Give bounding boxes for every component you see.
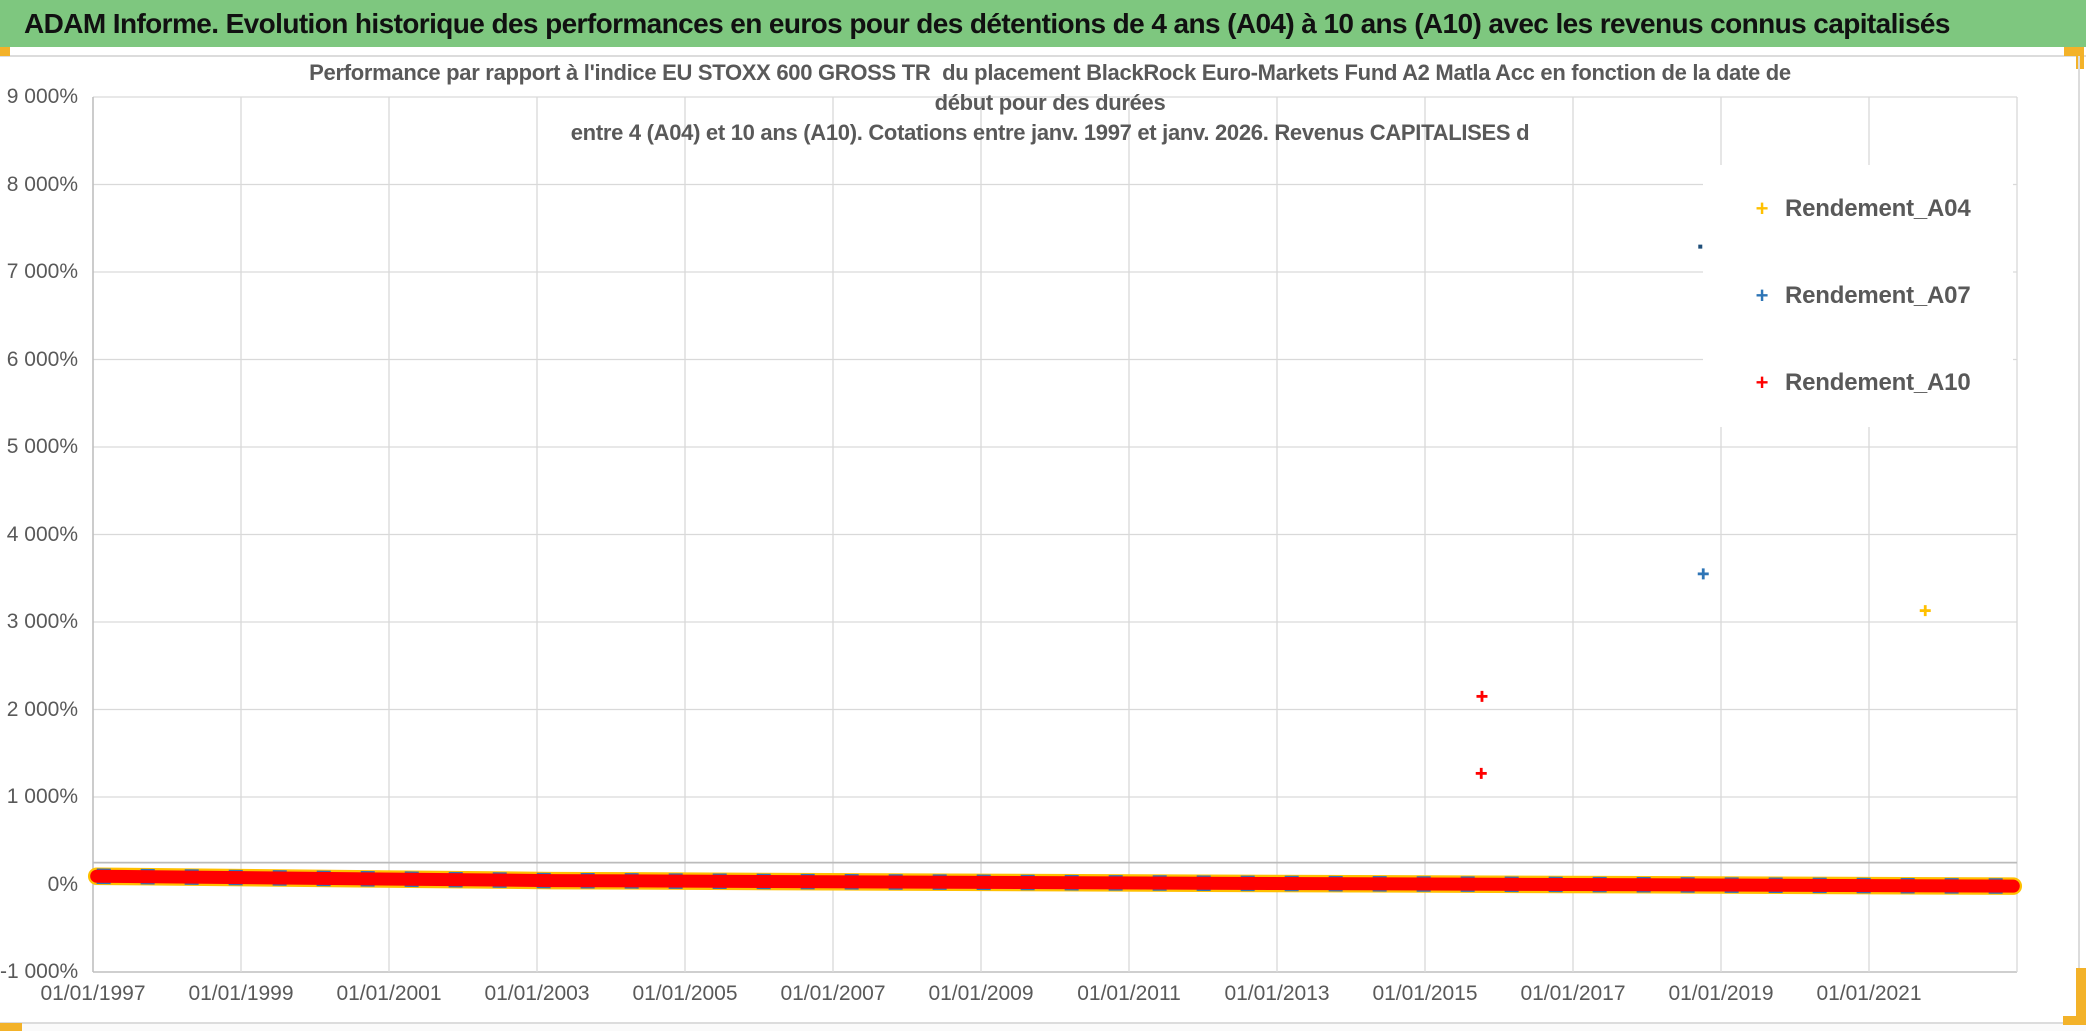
legend-item-rendement-a07[interactable]: + Rendement_A07	[1703, 252, 2013, 339]
chart-title: Performance par rapport à l'indice EU ST…	[90, 58, 2010, 148]
y-tick-label: 8 000%	[6, 172, 78, 196]
chart-title-line1: Performance par rapport à l'indice EU ST…	[309, 60, 1791, 85]
x-tick-label: 01/01/2007	[780, 982, 886, 1005]
x-tick-label: 01/01/2011	[1077, 982, 1181, 1005]
y-tick-label: 7 000%	[6, 260, 78, 283]
selection-handle-bottom-right[interactable]	[2063, 1016, 2086, 1025]
legend-item-rendement-a04[interactable]: + Rendement_A04	[1703, 165, 2013, 252]
x-tick-label: 01/01/2017	[1520, 982, 1626, 1005]
legend-item-label: Rendement_A04	[1785, 194, 1971, 222]
y-tick-label: 5 000%	[6, 435, 78, 458]
y-tick-label: 3 000%	[6, 610, 78, 633]
x-tick-label: 01/01/2005	[632, 982, 738, 1005]
data-point-rendement_a07[interactable]	[1697, 568, 1709, 580]
chart-legend: + Rendement_A04 + Rendement_A07 + Rendem…	[1703, 165, 2013, 427]
x-tick-label: 01/01/2001	[336, 982, 442, 1005]
plus-marker-icon: +	[1755, 370, 1769, 396]
x-tick-label: 01/01/2003	[484, 982, 590, 1005]
x-tick-label: 01/01/2009	[928, 982, 1034, 1005]
x-tick-label: 01/01/2019	[1668, 982, 1774, 1005]
legend-item-label: Rendement_A07	[1785, 281, 1971, 309]
chart-title-line3: entre 4 (A04) et 10 ans (A10). Cotations…	[570, 120, 1530, 145]
plus-marker-icon: +	[1755, 282, 1769, 308]
data-point-rendement_a10[interactable]	[1475, 767, 1487, 779]
plus-marker-icon: +	[1755, 195, 1769, 221]
y-tick-label: 2 000%	[6, 697, 78, 721]
selection-handle-bottom-left[interactable]	[0, 1023, 22, 1031]
legend-item-rendement-a10[interactable]: + Rendement_A10	[1703, 340, 2013, 427]
selection-handle-right-bar[interactable]	[2076, 968, 2086, 1024]
x-tick-label: 01/01/1997	[40, 982, 146, 1005]
sheet-bottom-strip	[0, 1022, 2086, 1031]
x-tick-label: 01/01/2021	[1816, 982, 1922, 1005]
legend-item-label: Rendement_A10	[1785, 369, 1971, 397]
data-point-rendement_a07[interactable]	[1698, 244, 1703, 249]
y-tick-label: 4 000%	[6, 522, 78, 546]
x-tick-label: 01/01/1999	[188, 982, 294, 1005]
selection-handle-top-right[interactable]	[2064, 47, 2084, 56]
chart-title-line2: début pour des durées	[934, 90, 1166, 115]
x-tick-label: 01/01/2015	[1372, 982, 1478, 1005]
data-point-rendement_a10[interactable]	[1476, 690, 1488, 702]
x-tick-label: 01/01/2013	[1224, 982, 1330, 1005]
page-title: ADAM Informe. Evolution historique des p…	[0, 0, 2086, 47]
y-tick-label: 6 000%	[6, 347, 78, 371]
y-tick-label: -1 000%	[0, 960, 79, 983]
header-divider	[0, 47, 2086, 57]
selection-handle-top-right-edge[interactable]	[2076, 56, 2084, 69]
y-tick-label: 1 000%	[6, 785, 78, 808]
band-main-a10	[90, 869, 2020, 893]
data-point-rendement_a04[interactable]	[1919, 605, 1931, 617]
y-tick-label: 9 000%	[6, 85, 78, 108]
selection-handle-top-left[interactable]	[0, 47, 10, 56]
sheet-right-border	[2078, 56, 2080, 1022]
y-tick-label: 0%	[47, 872, 78, 896]
